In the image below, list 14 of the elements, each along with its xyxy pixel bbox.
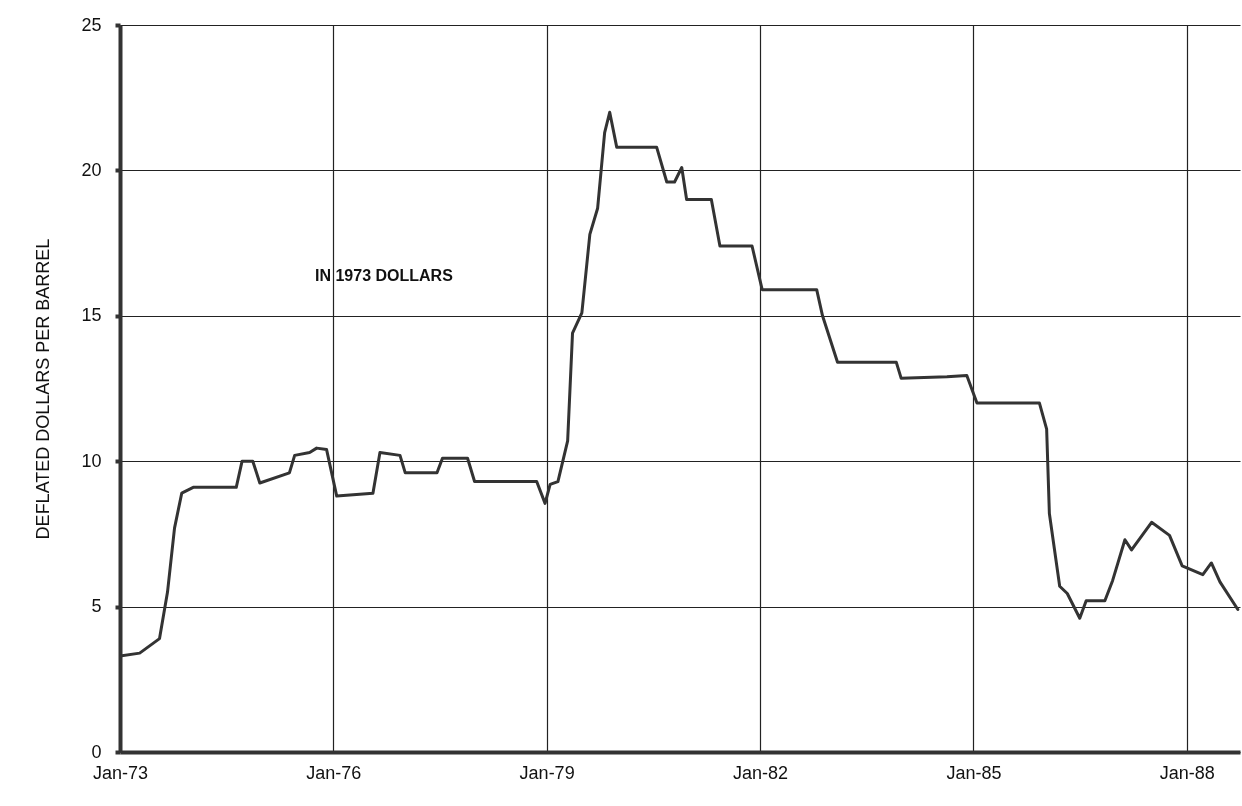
x-tick-label: Jan-88 <box>1159 762 1215 783</box>
y-tick-label: 20 <box>81 159 102 180</box>
x-tick-label: Jan-73 <box>92 762 149 783</box>
y-tick-label: 5 <box>91 596 102 617</box>
x-tick-label: Jan-76 <box>306 762 362 783</box>
x-tick-label: Jan-85 <box>946 762 1002 783</box>
y-tick-label: 0 <box>91 741 102 762</box>
x-tick-label: Jan-79 <box>519 762 575 783</box>
x-tick-label: Jan-82 <box>733 762 789 783</box>
y-tick-label: 10 <box>81 450 102 471</box>
y-axis-title: DEFLATED DOLLARS PER BARREL <box>33 238 54 540</box>
y-tick-label: 15 <box>81 305 102 326</box>
y-tick-label: 25 <box>81 14 102 35</box>
annotation: IN 1973 DOLLARS <box>315 267 454 284</box>
